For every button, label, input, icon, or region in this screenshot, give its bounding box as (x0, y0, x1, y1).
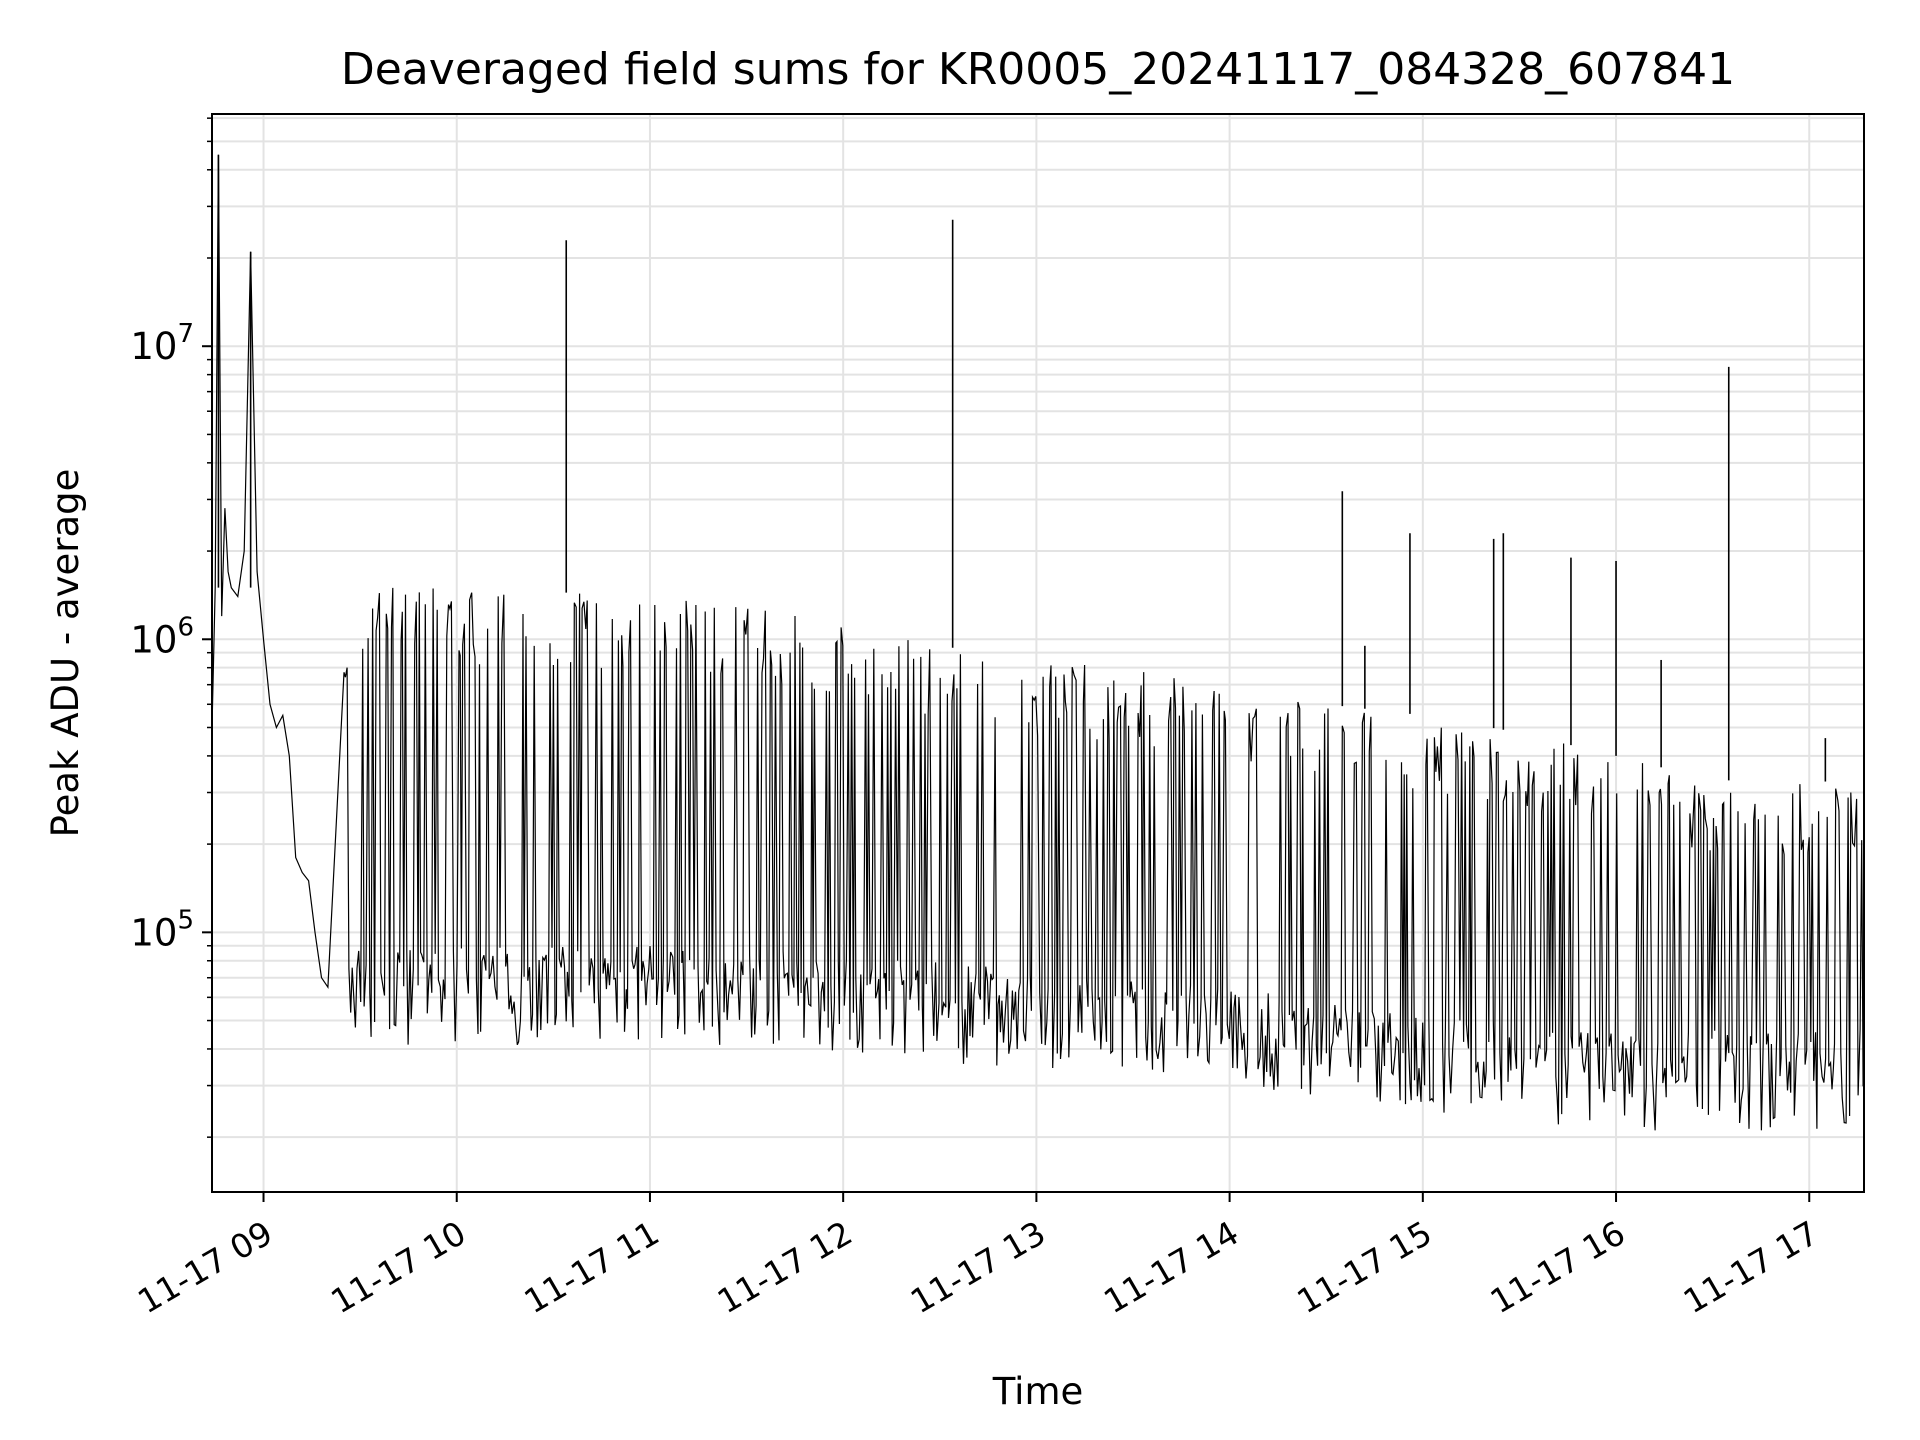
y-tick-label: 105 (130, 905, 194, 954)
y-tick-label-exponent: 6 (177, 612, 194, 642)
y-tick-label-base: 10 (130, 325, 177, 368)
y-tick-label-base: 10 (130, 618, 177, 661)
y-tick-label: 107 (130, 319, 194, 368)
x-axis-label: Time (992, 1370, 1084, 1413)
y-tick-label-base: 10 (130, 911, 177, 954)
plot-data (211, 154, 1864, 1131)
chart-title: Deaveraged field sums for KR0005_2024111… (341, 44, 1735, 95)
data-line (211, 154, 1864, 1131)
y-tick-label-exponent: 5 (177, 905, 194, 935)
y-tick-label: 106 (130, 612, 194, 661)
y-tick-label-exponent: 7 (177, 319, 194, 349)
y-axis-label: Peak ADU - average (44, 469, 87, 838)
